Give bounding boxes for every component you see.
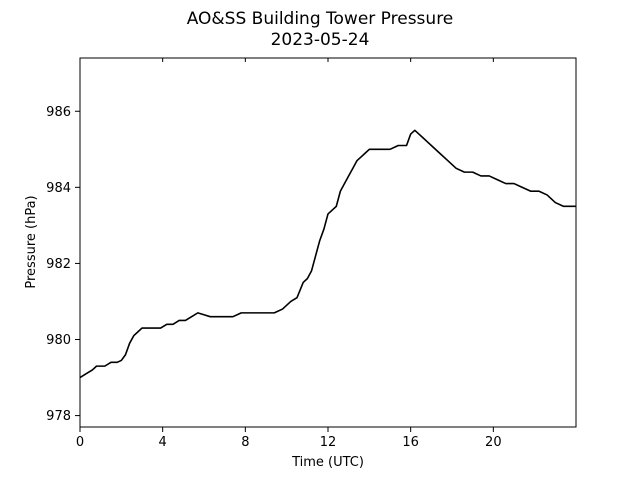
x-tick-label: 16 <box>402 435 419 450</box>
x-tick-label: 0 <box>76 435 84 450</box>
y-tick-label: 986 <box>46 105 71 120</box>
chart-subtitle: 2023-05-24 <box>271 30 370 50</box>
x-tick-label: 8 <box>241 435 249 450</box>
x-axis-label: Time (UTC) <box>291 455 364 470</box>
x-tick-label: 20 <box>485 435 502 450</box>
axis-ticks: 0 4 8 12 16 20 978 980 982 984 986 <box>46 58 502 450</box>
x-tick-label: 12 <box>320 435 337 450</box>
series-line <box>79 129 576 379</box>
x-tick-label: 4 <box>159 435 167 450</box>
chart-title: AO&SS Building Tower Pressure <box>187 9 454 29</box>
y-tick-label: 982 <box>46 257 71 272</box>
y-axis-label: Pressure (hPa) <box>24 195 39 288</box>
y-tick-label: 984 <box>46 181 71 196</box>
y-tick-label: 980 <box>46 333 71 348</box>
y-tick-label: 978 <box>46 409 71 424</box>
plot-frame <box>79 57 577 428</box>
